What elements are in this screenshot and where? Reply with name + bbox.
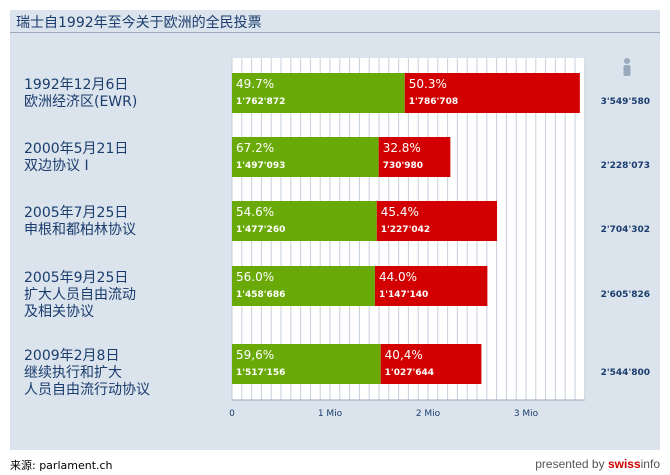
yes-bar <box>232 73 405 113</box>
vote-label-line: 欧洲经济区(EWR) <box>24 94 138 110</box>
total-votes-label: 2'228'073 <box>601 161 650 171</box>
total-votes-label: 2'605'826 <box>601 290 650 300</box>
brand-prefix: presented by <box>535 457 608 471</box>
no-count-label: 1'786'708 <box>409 97 458 107</box>
yes-bar <box>232 137 379 177</box>
vote-label-line: 人员自由流行动协议 <box>24 382 150 398</box>
x-tick-label: 2 Mio <box>416 409 441 419</box>
brand-info: info <box>640 457 660 471</box>
yes-bar <box>232 266 375 306</box>
vote-label: 2005年7月25日 申根和都柏林协议 <box>24 205 136 239</box>
vote-label: 2009年2月8日 继续执行和扩大 人员自由流行动协议 <box>24 348 150 399</box>
no-count-label: 730'980 <box>383 161 423 171</box>
vote-label-line: 2005年7月25日 <box>24 205 129 221</box>
yes-pct-label: 67.2% <box>236 141 274 155</box>
yes-bar <box>232 344 381 384</box>
vote-label-line: 扩大人员自由流动 <box>24 287 136 303</box>
yes-count-label: 1'458'686 <box>236 290 285 300</box>
yes-pct-label: 54.6% <box>236 205 274 219</box>
no-pct-label: 32.8% <box>383 141 421 155</box>
yes-pct-label: 59,6% <box>236 348 274 362</box>
yes-count-label: 1'477'260 <box>236 225 285 235</box>
no-count-label: 1'027'644 <box>385 368 434 378</box>
no-count-label: 1'147'140 <box>379 290 428 300</box>
vote-label-line: 1992年12月6日 <box>24 77 129 93</box>
vote-label-line: 2005年9月25日 <box>24 270 129 286</box>
brand-credit: presented by swissinfo <box>535 457 660 471</box>
chart-title: 瑞士自1992年至今关于欧洲的全民投票 <box>16 15 262 31</box>
yes-pct-label: 56.0% <box>236 270 274 284</box>
vote-label: 2000年5月21日 双边协议 I <box>24 141 128 175</box>
person-icon-body <box>623 65 631 76</box>
x-tick-label: 1 Mio <box>318 409 343 419</box>
total-votes-label: 2'704'302 <box>601 225 650 235</box>
person-icon-head <box>624 58 630 64</box>
title-divider <box>10 32 660 33</box>
no-bar <box>404 73 580 113</box>
no-bar <box>378 137 451 177</box>
no-bar <box>380 344 482 384</box>
no-pct-label: 44.0% <box>379 270 417 284</box>
vote-label-line: 及相关协议 <box>24 304 94 320</box>
no-pct-label: 45.4% <box>381 205 419 219</box>
yes-pct-label: 49.7% <box>236 77 274 91</box>
yes-count-label: 1'517'156 <box>236 368 285 378</box>
vote-label-line: 申根和都柏林协议 <box>24 222 136 238</box>
vote-label: 1992年12月6日 欧洲经济区(EWR) <box>24 77 137 111</box>
no-bar <box>374 266 488 306</box>
brand-swiss: swiss <box>607 457 641 471</box>
x-tick-label: 0 <box>229 409 235 419</box>
no-bar <box>376 201 498 241</box>
yes-count-label: 1'497'093 <box>236 161 285 171</box>
no-pct-label: 40,4% <box>385 348 423 362</box>
source-note: 来源: parlament.ch <box>10 459 113 472</box>
vote-label-line: 2000年5月21日 <box>24 141 129 157</box>
yes-count-label: 1'762'872 <box>236 97 285 107</box>
total-votes-label: 2'544'800 <box>601 368 650 378</box>
vote-label-line: 继续执行和扩大 <box>24 365 122 381</box>
no-count-label: 1'227'042 <box>381 225 430 235</box>
vote-label: 2005年9月25日 扩大人员自由流动 及相关协议 <box>24 270 136 321</box>
vote-label-line: 2009年2月8日 <box>24 348 120 364</box>
yes-bar <box>232 201 377 241</box>
vote-label-line: 双边协议 I <box>24 158 89 174</box>
x-tick-label: 3 Mio <box>514 409 539 419</box>
total-votes-label: 3'549'580 <box>601 97 650 107</box>
no-pct-label: 50.3% <box>409 77 447 91</box>
